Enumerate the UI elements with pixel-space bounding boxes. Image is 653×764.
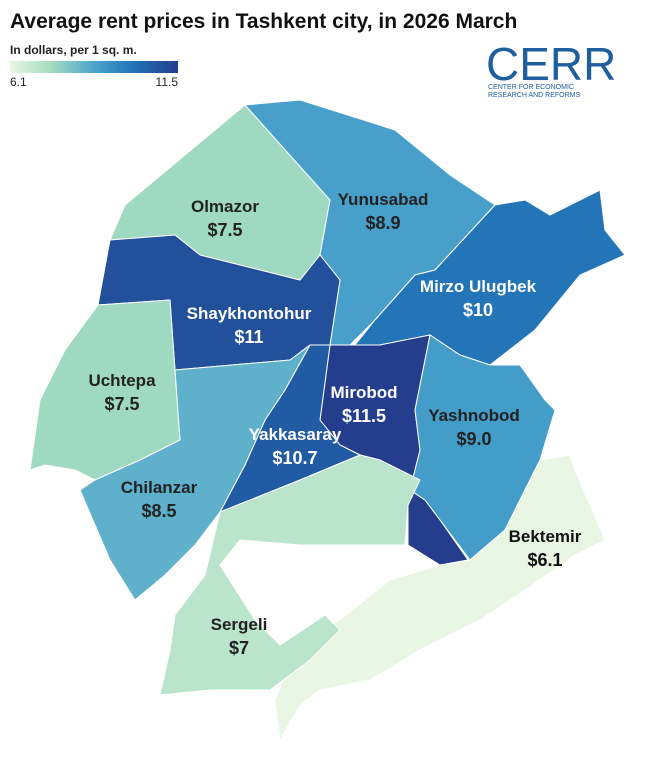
logo-line: RESEARCH AND REFORMS: [488, 92, 581, 99]
district-area: [274, 454, 606, 742]
title: Average rent prices in Tashkent city, in…: [10, 10, 517, 33]
district-value: $11.5: [342, 406, 386, 426]
district-value: $9.0: [456, 429, 491, 449]
district-name: Uchtepa: [88, 371, 156, 390]
district-name: Sergeli: [211, 615, 268, 634]
district-value: $11: [234, 327, 263, 347]
district-name: Chilanzar: [121, 478, 198, 497]
district-value: $7: [229, 638, 249, 658]
district-value: $8.9: [365, 213, 400, 233]
district-name: Shaykhontohur: [187, 304, 312, 323]
district-value: $8.5: [141, 501, 176, 521]
district-name: Yakkasaray: [249, 425, 342, 444]
subtitle: In dollars, per 1 sq. m.: [10, 43, 137, 57]
district-value: $7.5: [104, 394, 139, 414]
district-area: [29, 299, 181, 481]
district-name: Mirzo Ulugbek: [420, 277, 537, 296]
district-name: Olmazor: [191, 197, 259, 216]
legend-tick-label: 11.5: [156, 75, 179, 89]
district-name: Bektemir: [509, 527, 582, 546]
logo-name: CERR: [486, 38, 616, 90]
district-name: Yunusabad: [338, 190, 429, 209]
district-value: $10.7: [272, 448, 317, 468]
districts: [29, 99, 626, 742]
district-value: $7.5: [207, 220, 242, 240]
district-name: Yashnobod: [428, 406, 520, 425]
district-value: $10: [463, 300, 493, 320]
logo-line: CENTER FOR ECONOMIC: [488, 84, 574, 91]
district-area: [79, 344, 311, 601]
district-area: [353, 189, 626, 366]
district-labels: Olmazor $7.5 Yunusabad $8.9 Shaykhontohur $11…: [88, 190, 581, 658]
district-value: $6.1: [527, 550, 562, 570]
legend-gradient: [10, 61, 178, 73]
legend-tick-label: 6.1: [10, 75, 27, 89]
district-name: Mirobod: [330, 383, 397, 402]
district-area: [159, 454, 421, 696]
